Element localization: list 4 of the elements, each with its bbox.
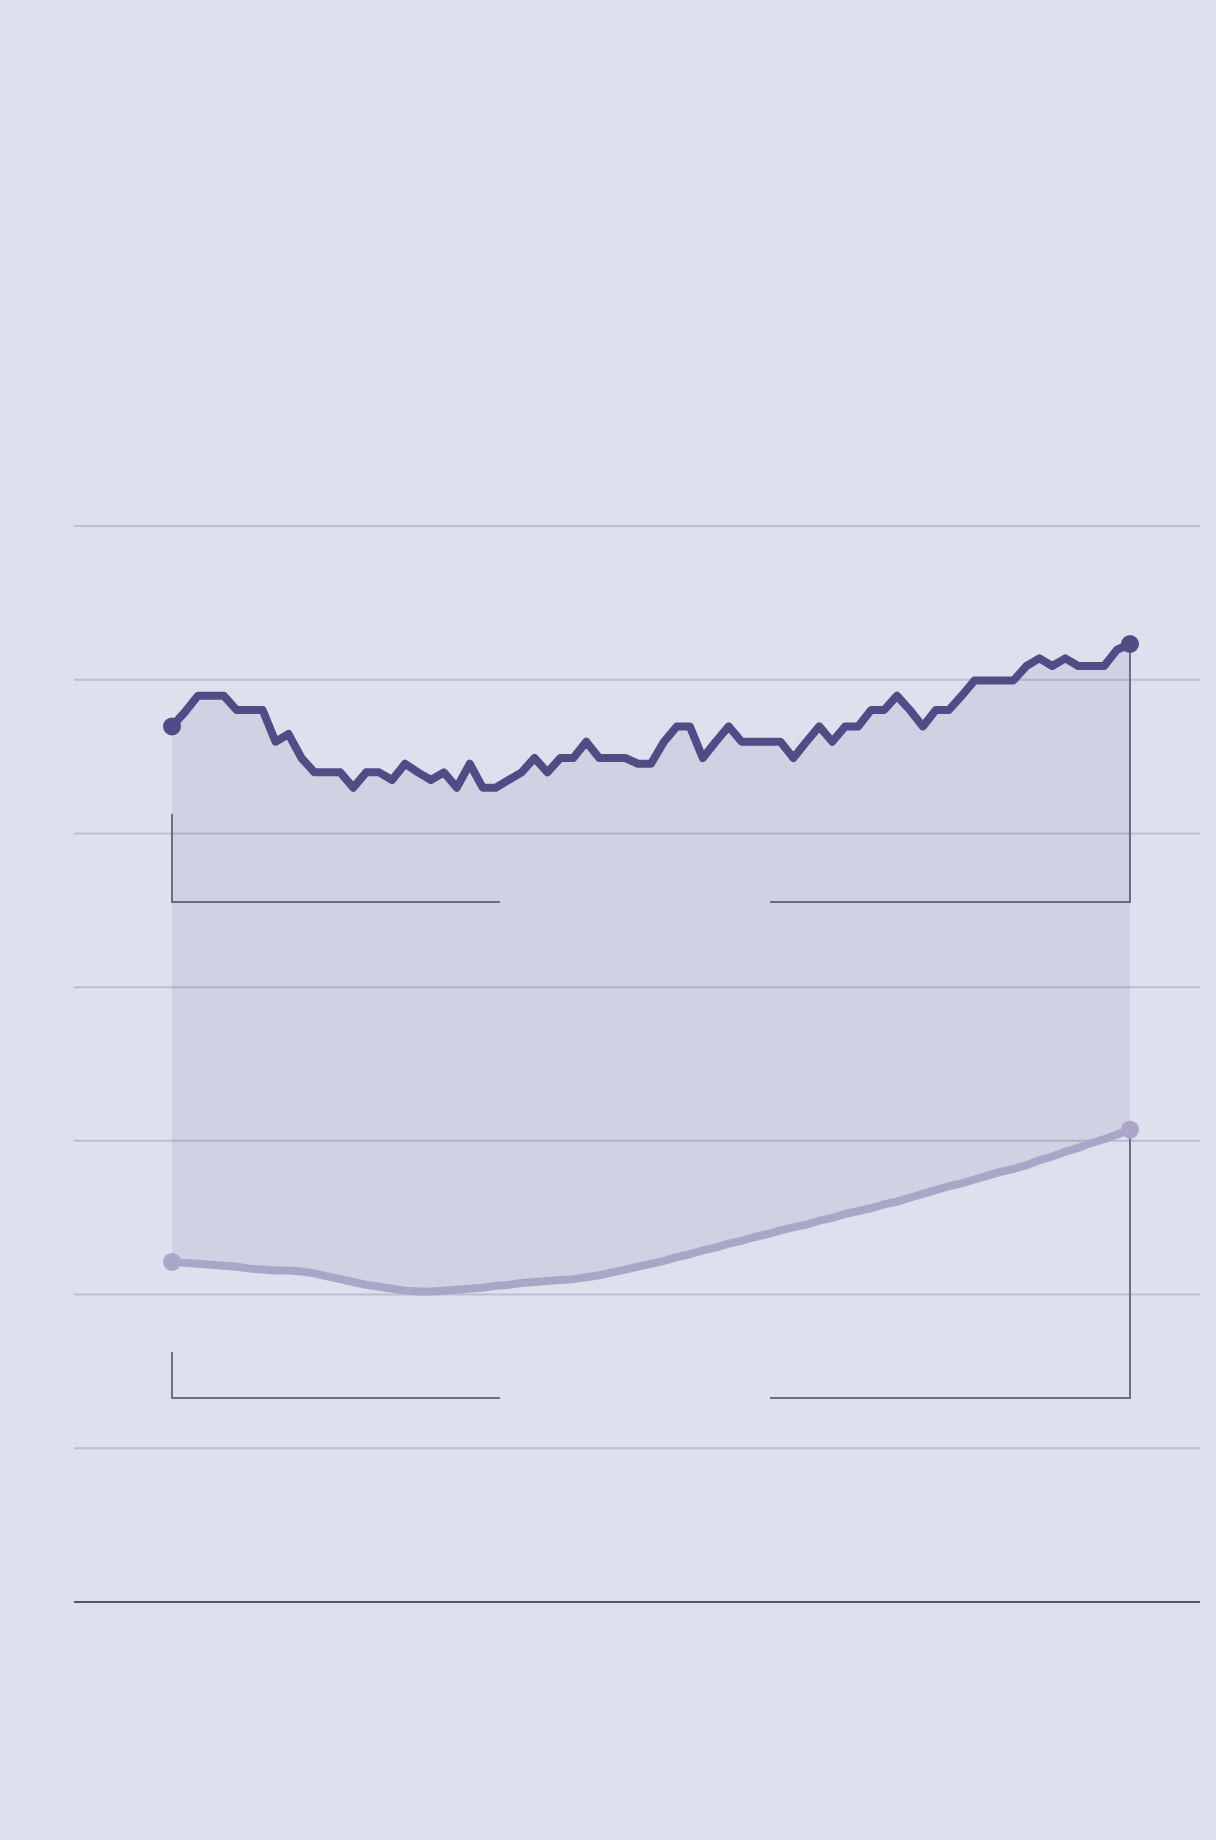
point <box>163 717 181 736</box>
point <box>163 1252 181 1271</box>
point <box>1121 635 1139 653</box>
point <box>1121 1120 1139 1139</box>
